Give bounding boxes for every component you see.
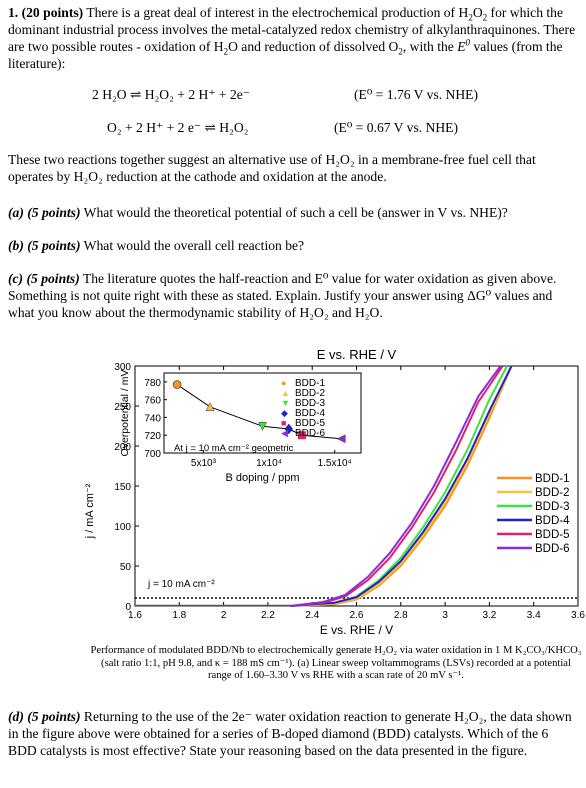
inset-frame xyxy=(163,372,362,454)
inset-point-bdd-6 xyxy=(336,434,346,444)
question-a-text: What would the theoretical potential of … xyxy=(80,205,508,220)
x-tick-label: 3 xyxy=(442,610,448,621)
inset-point-bdd-5 xyxy=(297,431,306,440)
y-tick-label: 50 xyxy=(120,562,132,573)
series-line-bdd-2 xyxy=(289,365,513,607)
y-axis-title: j / mA cm⁻² xyxy=(85,483,96,539)
question-a-label: (a) (5 points) xyxy=(8,205,81,220)
inset-y-axis-title: Overpotential / mV xyxy=(119,370,131,457)
x-tick-label: 1.6 xyxy=(128,610,142,621)
series-line-bdd-5 xyxy=(289,365,504,607)
inset-y-tick-label: 720 xyxy=(144,431,161,442)
inset-y-tick-label: 700 xyxy=(144,449,161,460)
inset-legend-marker-bdd-4: ◆ xyxy=(281,408,288,418)
reaction-1-potential: (E⁰ = 1.76 V vs. NHE) xyxy=(354,87,479,102)
inset-annotation: At j = 10 mA cm⁻² geometric xyxy=(174,443,294,454)
intro-part: O and reduction of dissolved O xyxy=(228,39,399,54)
legend-label-bdd-3: BDD-3 xyxy=(535,501,570,513)
inset-legend-label-bdd-2: BDD-2 xyxy=(295,388,325,399)
x-tick-label: 3.6 xyxy=(571,610,585,621)
paragraph-fuel-cell: These two reactions together suggest an … xyxy=(8,152,536,184)
inset-legend-marker-bdd-2: ▲ xyxy=(281,388,290,398)
x-tick-label: 2.8 xyxy=(394,610,408,621)
question-a: (a) (5 points) What would the theoretica… xyxy=(8,204,578,221)
question-d: (d) (5 points) Returning to the use of t… xyxy=(8,708,578,759)
y-tick-label: 100 xyxy=(114,522,131,533)
x-tick-label: 3.4 xyxy=(527,610,541,621)
lsv-figure: E vs. RHE / V 1.6 1.8 2 2.2 2.4 2.6 2.8 3 3.2 3.4 3… xyxy=(84,343,585,645)
intro-part: values (from the literature): xyxy=(8,39,563,71)
series-line-bdd-4 xyxy=(289,365,513,607)
question-number: 1. xyxy=(8,5,19,20)
legend-label-bdd-2: BDD-2 xyxy=(535,487,570,499)
question-1-intro: 1. (20 points) There is a great deal of … xyxy=(8,4,578,72)
inset-legend-label-bdd-3: BDD-3 xyxy=(295,398,325,409)
question-points: (20 points) xyxy=(21,5,84,20)
inset-y-tick-label: 740 xyxy=(144,413,161,424)
question-c-label: (c) (5 points) xyxy=(8,271,80,286)
lsv-chart: E vs. RHE / V 1.6 1.8 2 2.2 2.4 2.6 2.8 3 3.2 3.4 3… xyxy=(84,347,585,637)
inset-legend-label-bdd-6: BDD-6 xyxy=(295,428,325,439)
x-tick-label: 2.2 xyxy=(261,610,275,621)
top-axis-title: E vs. RHE / V xyxy=(317,347,397,362)
intro-part: for which the dominant industrial proces… xyxy=(8,5,576,54)
series-line-bdd-6 xyxy=(289,365,502,607)
reaction-2-equation: O₂ + 2 H⁺ + 2 e⁻ ⇌ H₂O₂ xyxy=(107,120,249,135)
figure-caption: Performance of modulated BDD/Nb to elect… xyxy=(90,645,582,681)
y-tick-label: 150 xyxy=(114,482,131,493)
question-c: (c) (5 points) The literature quotes the… xyxy=(8,270,578,321)
legend-label-bdd-6: BDD-6 xyxy=(535,543,570,555)
inset-legend-label-bdd-1: BDD-1 xyxy=(295,378,325,389)
inset-legend-label-bdd-5: BDD-5 xyxy=(295,418,325,429)
inset-x-tick-label: 1.5x10⁴ xyxy=(318,458,352,469)
inset-point-bdd-2 xyxy=(205,402,215,412)
inset-point-bdd-3 xyxy=(258,422,267,431)
inset-point-bdd-4 xyxy=(284,423,294,435)
inset-legend-marker-bdd-6: ◀ xyxy=(281,428,288,438)
x-tick-label: 2 xyxy=(221,610,227,621)
question-c-text: The literature quotes the half-reaction … xyxy=(8,271,557,320)
intro-part: O xyxy=(472,5,483,20)
y-tick-label: 0 xyxy=(125,602,131,613)
inset-x-axis-title: B doping / ppm xyxy=(226,472,300,484)
inset-legend-marker-bdd-3: ▼ xyxy=(281,398,290,408)
reference-line-label: j = 10 mA cm⁻² xyxy=(147,579,215,590)
x-tick-label: 2.4 xyxy=(305,610,319,621)
y-tick-label: 250 xyxy=(114,402,131,413)
x-tick-label: 1.8 xyxy=(172,610,186,621)
legend-label-bdd-5: BDD-5 xyxy=(535,529,570,541)
x-tick-label: 3.2 xyxy=(482,610,496,621)
intro-part: There is a great deal of interest in the… xyxy=(83,5,469,20)
reaction-2-potential: (E⁰ = 0.67 V vs. NHE) xyxy=(334,120,459,135)
inset-y-tick-label: 760 xyxy=(144,396,161,407)
inset-point-bdd-1 xyxy=(172,380,182,389)
question-b-text: What would the overall cell reaction be? xyxy=(80,238,305,253)
inset-legend-marker-bdd-5: ■ xyxy=(281,418,286,428)
question-1-text: 1. (20 points) There is a great deal of … xyxy=(8,5,576,71)
inset-legend-label-bdd-4: BDD-4 xyxy=(295,408,325,419)
inset-y-tick-label: 780 xyxy=(144,378,161,389)
question-d-label: (d) (5 points) xyxy=(8,709,81,724)
y-tick-label: 200 xyxy=(114,442,131,453)
inset-legend-marker-bdd-1: ● xyxy=(281,378,286,388)
legend-label-bdd-1: BDD-1 xyxy=(535,473,570,485)
inset-connector-line xyxy=(176,384,342,440)
intro-part: , with the xyxy=(402,39,458,54)
question-b-label: (b) (5 points) xyxy=(8,238,81,253)
y-tick-label: 300 xyxy=(114,362,131,373)
inset-x-tick-label: 5x10³ xyxy=(191,458,217,469)
inset-x-tick-label: 1x10⁴ xyxy=(256,458,282,469)
x-tick-label: 2.6 xyxy=(350,610,364,621)
question-d-text: Returning to the use of the 2e⁻ water ox… xyxy=(8,709,572,758)
x-axis-title: E vs. RHE / V xyxy=(320,623,393,637)
legend-label-bdd-4: BDD-4 xyxy=(535,515,570,527)
question-b: (b) (5 points) What would the overall ce… xyxy=(8,237,578,254)
reaction-1-equation: 2 H₂O ⇌ H₂O₂ + 2 H⁺ + 2e⁻ xyxy=(92,87,250,102)
